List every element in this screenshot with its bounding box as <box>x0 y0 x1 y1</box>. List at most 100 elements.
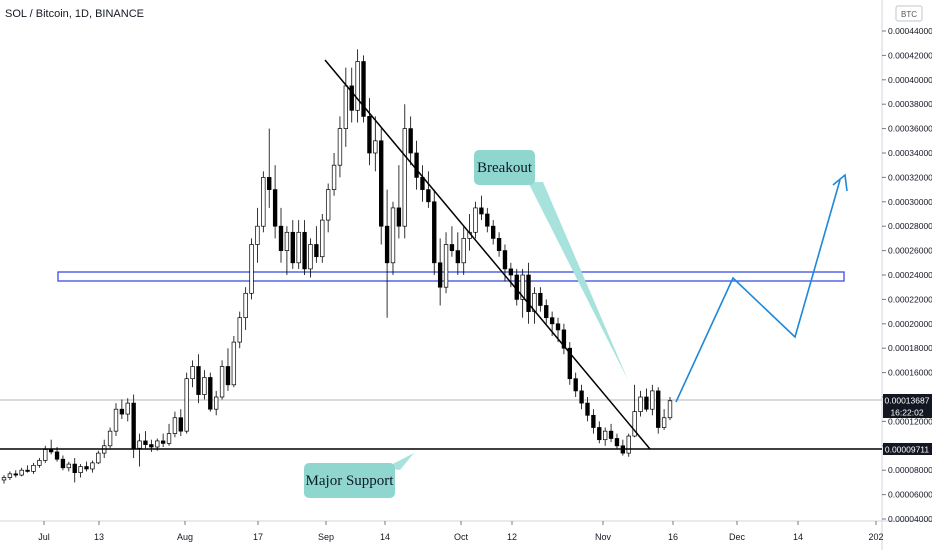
candle-up[interactable] <box>90 462 95 470</box>
candle-down[interactable] <box>544 305 549 319</box>
candle-up[interactable] <box>296 231 301 264</box>
candle-up[interactable] <box>255 225 260 245</box>
projection-path[interactable] <box>675 179 841 403</box>
candle-up[interactable] <box>249 244 254 294</box>
candle-down[interactable] <box>379 140 384 227</box>
candle-up[interactable] <box>355 61 360 111</box>
candle-down[interactable] <box>25 469 30 472</box>
candle-down[interactable] <box>479 207 484 215</box>
candle-down[interactable] <box>526 274 531 312</box>
candle-down[interactable] <box>384 225 390 264</box>
candle-down[interactable] <box>496 238 502 251</box>
descending-trendline[interactable] <box>324 59 651 450</box>
candle-up[interactable] <box>331 164 337 190</box>
candle-up[interactable] <box>443 244 449 288</box>
candle-up[interactable] <box>373 140 378 154</box>
candle-down[interactable] <box>426 189 431 203</box>
candle-up[interactable] <box>113 408 119 432</box>
candle-down[interactable] <box>119 408 125 415</box>
candle-down[interactable] <box>278 225 284 251</box>
candle-up[interactable] <box>320 219 325 258</box>
candle-up[interactable] <box>1 477 7 481</box>
candle-down[interactable] <box>13 473 18 476</box>
candle-down[interactable] <box>143 440 148 445</box>
candle-up[interactable] <box>107 430 113 447</box>
candle-up[interactable] <box>626 435 631 454</box>
candle-down[interactable] <box>208 377 213 410</box>
candle-down[interactable] <box>290 231 295 264</box>
currency-button[interactable] <box>895 5 923 22</box>
candle-up[interactable] <box>190 366 195 380</box>
candle-down[interactable] <box>538 292 543 306</box>
candle-down[interactable] <box>455 250 461 264</box>
candle-down[interactable] <box>367 116 372 154</box>
candle-up[interactable] <box>96 452 101 464</box>
candle-down[interactable] <box>60 458 66 469</box>
candle-down[interactable] <box>314 244 319 258</box>
candle-up[interactable] <box>243 292 248 319</box>
candle-down[interactable] <box>579 390 584 404</box>
candle-down[interactable] <box>267 177 272 190</box>
candle-down[interactable] <box>573 378 578 392</box>
candle-up[interactable] <box>37 460 42 466</box>
candle-down[interactable] <box>302 231 307 270</box>
candle-up[interactable] <box>31 464 36 472</box>
candle-down[interactable] <box>491 225 496 239</box>
candle-down[interactable] <box>549 317 555 325</box>
candle-down[interactable] <box>131 402 136 449</box>
candle-down[interactable] <box>408 128 413 154</box>
candle-up[interactable] <box>219 366 225 398</box>
candle-up[interactable] <box>261 177 266 227</box>
candle-up[interactable] <box>43 449 48 461</box>
support-callout-box[interactable] <box>304 463 395 498</box>
candle-up[interactable] <box>661 417 667 428</box>
breakout-callout-box[interactable] <box>474 150 535 185</box>
candle-up[interactable] <box>78 466 83 473</box>
candle-down[interactable] <box>48 449 54 453</box>
candle-down[interactable] <box>585 402 590 416</box>
candle-up[interactable] <box>473 207 478 233</box>
candle-up[interactable] <box>650 390 655 410</box>
candle-down[interactable] <box>196 366 201 395</box>
candle-up[interactable] <box>166 433 172 444</box>
candle-down[interactable] <box>485 213 490 227</box>
candle-up[interactable] <box>231 341 237 386</box>
candle-up[interactable] <box>638 396 643 412</box>
candle-up[interactable] <box>390 207 396 264</box>
candle-up[interactable] <box>172 417 178 434</box>
candle-down[interactable] <box>396 207 402 227</box>
candle-up[interactable] <box>66 463 72 469</box>
candle-up[interactable] <box>520 274 525 300</box>
candle-down[interactable] <box>614 438 620 447</box>
candle-up[interactable] <box>125 402 130 415</box>
candle-down[interactable] <box>149 444 154 448</box>
candle-down[interactable] <box>432 201 437 264</box>
candle-up[interactable] <box>602 430 608 441</box>
candle-down[interactable] <box>72 463 77 473</box>
candle-down[interactable] <box>84 466 89 470</box>
candle-down[interactable] <box>508 268 514 276</box>
candle-down[interactable] <box>591 414 596 428</box>
candle-up[interactable] <box>402 128 407 227</box>
candle-up[interactable] <box>284 231 290 251</box>
candle-down[interactable] <box>555 323 561 331</box>
candle-down[interactable] <box>225 366 231 386</box>
candle-up[interactable] <box>343 85 349 129</box>
candle-down[interactable] <box>644 396 649 410</box>
candle-up[interactable] <box>19 469 24 476</box>
candle-down[interactable] <box>272 189 278 227</box>
candle-up[interactable] <box>202 377 207 395</box>
candle-up[interactable] <box>184 378 189 432</box>
candle-down[interactable] <box>561 329 567 349</box>
candle-down[interactable] <box>449 244 455 251</box>
candle-down[interactable] <box>160 440 166 444</box>
candle-down[interactable] <box>414 152 419 178</box>
candle-down[interactable] <box>597 427 602 441</box>
candle-up[interactable] <box>337 128 343 166</box>
resistance-zone[interactable] <box>57 271 845 282</box>
candle-up[interactable] <box>137 440 142 449</box>
candle-down[interactable] <box>54 451 60 460</box>
candle-down[interactable] <box>437 262 443 288</box>
candle-up[interactable] <box>325 189 331 221</box>
